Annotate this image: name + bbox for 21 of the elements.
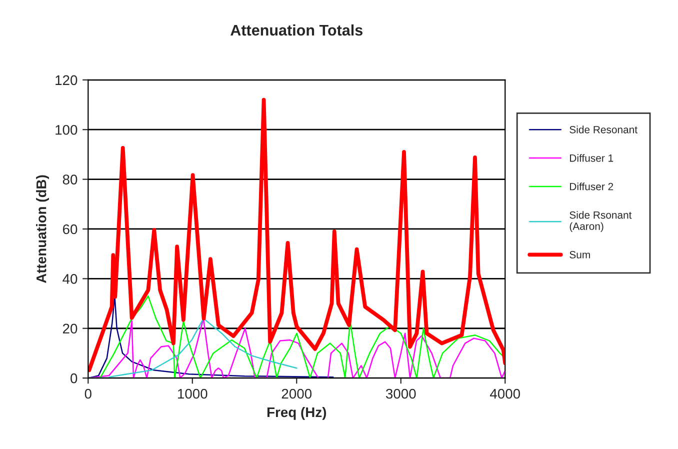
chart-title: Attenuation Totals [230,24,362,36]
legend-label: Side Rsonant (Aaron) [570,211,632,232]
y-tick-label: 100 [56,124,78,135]
line-series [88,98,506,372]
x-tick-label: 1000 [178,388,208,399]
y-tick-label: 80 [62,174,78,184]
y-tick-label: 20 [62,324,78,334]
legend-label: Side Resonant [570,126,638,134]
x-tick-label: 2000 [282,388,312,399]
legend-label: Diffuser 2 [570,182,614,190]
y-tick-label: 0 [70,373,78,384]
x-tick-label: 4000 [490,388,520,399]
y-axis-title: Attenuation (dB) [36,175,49,284]
x-tick-label: 0 [84,388,92,399]
x-tick-label: 3000 [386,388,416,399]
legend-label: Diffuser 1 [570,154,614,162]
x-axis-title: Freq (Hz) [267,406,326,420]
y-tick-label: 120 [56,75,78,86]
y-tick-label: 60 [62,224,78,234]
legend-label: Sum [570,251,590,258]
y-tick-label: 40 [62,274,78,284]
